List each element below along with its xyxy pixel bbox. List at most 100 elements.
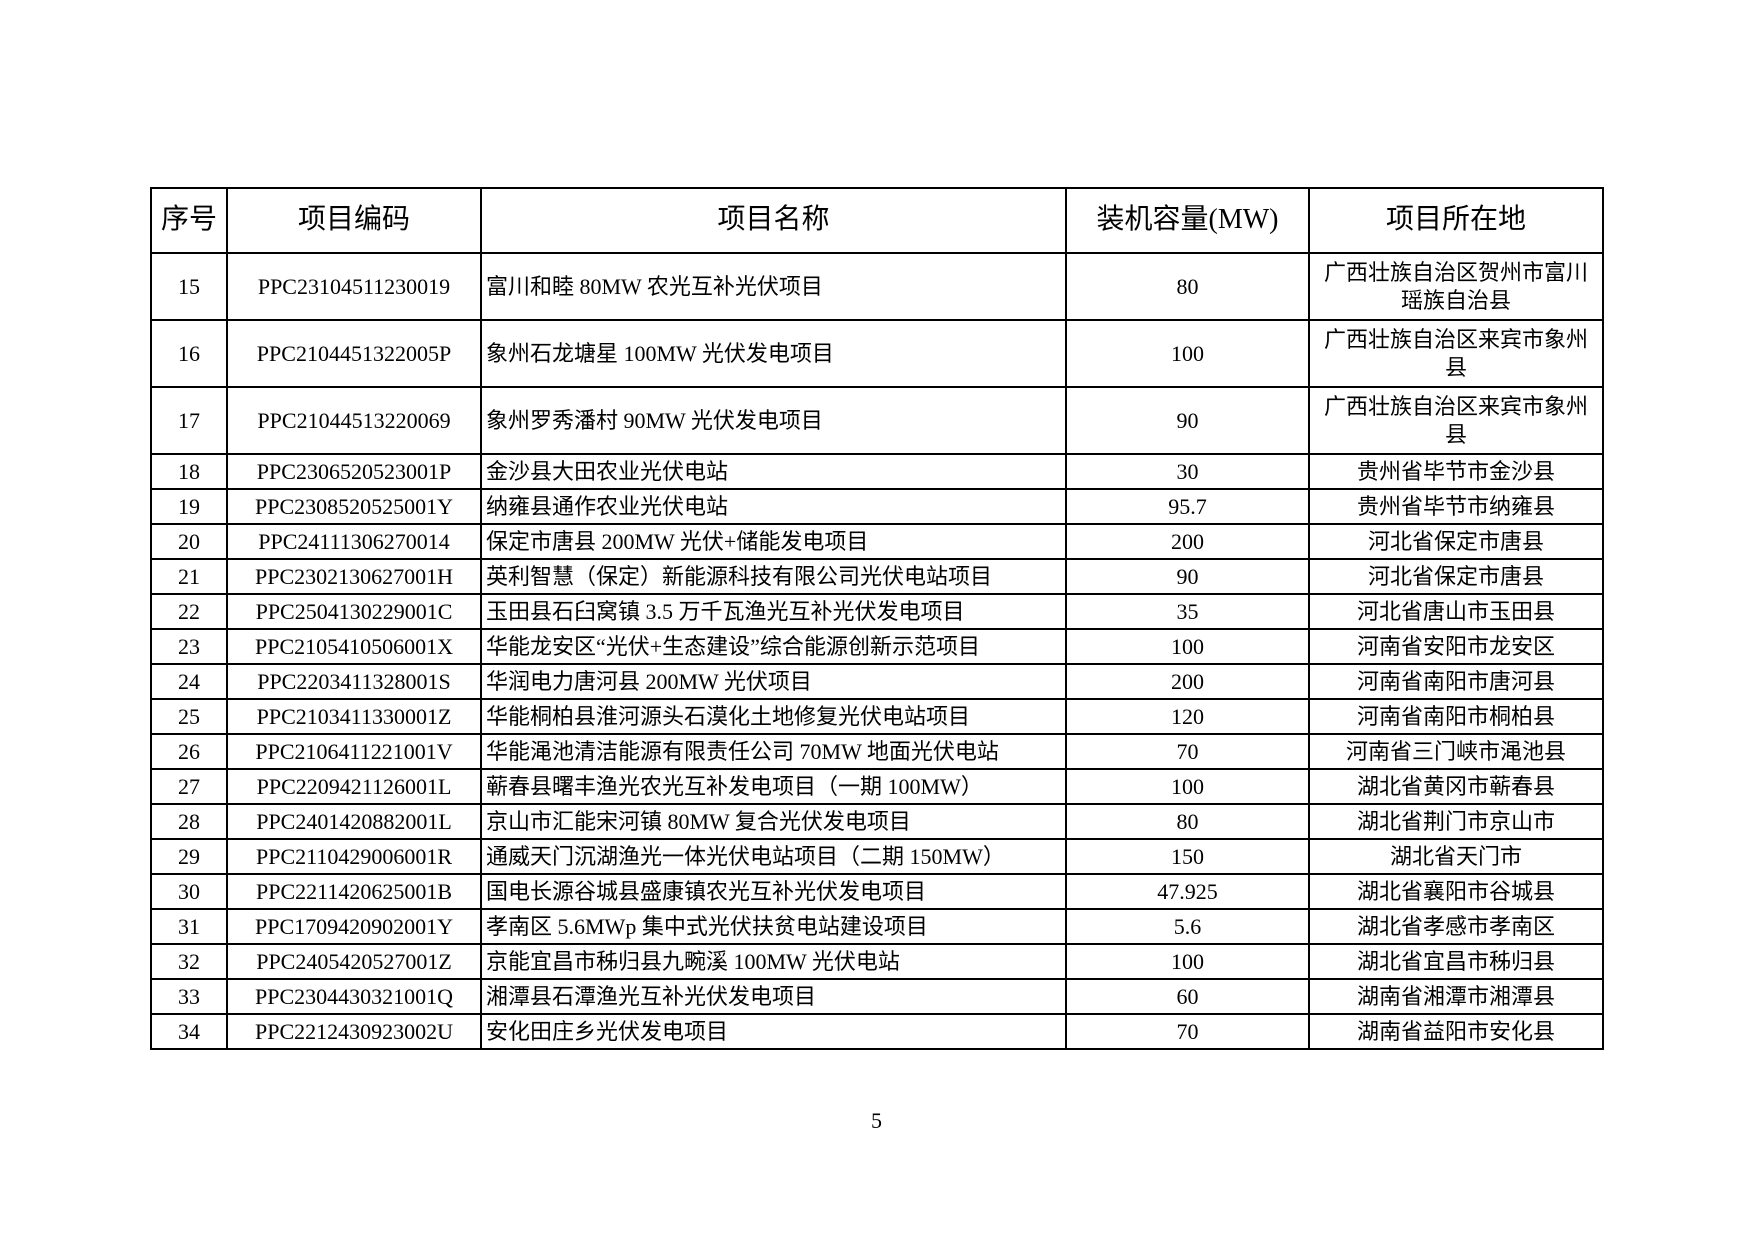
- cell-capacity: 100: [1065, 943, 1310, 980]
- table-row: 33 PPC2304430321001Q 湘潭县石潭渔光互补光伏发电项目 60 湖南省湘…: [150, 978, 1604, 1015]
- table-row: 25 PPC2103411330001Z 华能桐柏县淮河源头石漠化土地修复光伏电站项…: [150, 698, 1604, 735]
- cell-capacity: 100: [1065, 768, 1310, 805]
- pv-projects-table: 序号 项目编码 项目名称 装机容量(MW) 项目所在地 15 PPC23104511230…: [150, 187, 1604, 1050]
- cell-location: 湖北省孝感市孝南区: [1308, 908, 1604, 945]
- column-header: 序号: [150, 187, 228, 254]
- cell-name: 英利智慧（保定）新能源科技有限公司光伏电站项目: [480, 558, 1067, 595]
- column-header: 项目名称: [480, 187, 1067, 254]
- cell-location: 湖北省天门市: [1308, 838, 1604, 875]
- cell-location: 河北省保定市唐县: [1308, 523, 1604, 560]
- cell-name: 京能宜昌市秭归县九畹溪 100MW 光伏电站: [480, 943, 1067, 980]
- column-header: 项目编码: [226, 187, 482, 254]
- cell-no: 15: [150, 252, 228, 321]
- cell-no: 29: [150, 838, 228, 875]
- cell-capacity: 100: [1065, 319, 1310, 388]
- cell-name: 象州石龙塘星 100MW 光伏发电项目: [480, 319, 1067, 388]
- table-row: 24 PPC2203411328001S 华润电力唐河县 200MW 光伏项目 200…: [150, 663, 1604, 700]
- table-row: 26 PPC2106411221001V 华能渑池清洁能源有限责任公司 70MW 地…: [150, 733, 1604, 770]
- cell-no: 27: [150, 768, 228, 805]
- cell-code: PPC2104451322005P: [226, 319, 482, 388]
- cell-name: 国电长源谷城县盛康镇农光互补光伏发电项目: [480, 873, 1067, 910]
- cell-no: 34: [150, 1013, 228, 1050]
- table-row: 27 PPC2209421126001L 蕲春县曙丰渔光农光互补发电项目（一期 10…: [150, 768, 1604, 805]
- cell-location: 河南省南阳市桐柏县: [1308, 698, 1604, 735]
- cell-location: 河南省三门峡市渑池县: [1308, 733, 1604, 770]
- cell-location: 贵州省毕节市纳雍县: [1308, 488, 1604, 525]
- cell-capacity: 200: [1065, 663, 1310, 700]
- cell-capacity: 95.7: [1065, 488, 1310, 525]
- table-row: 19 PPC2308520525001Y 纳雍县通作农业光伏电站 95.7 贵州省毕节市…: [150, 488, 1604, 525]
- cell-location: 湖北省宜昌市秭归县: [1308, 943, 1604, 980]
- cell-capacity: 5.6: [1065, 908, 1310, 945]
- cell-name: 华能龙安区“光伏+生态建设”综合能源创新示范项目: [480, 628, 1067, 665]
- cell-capacity: 100: [1065, 628, 1310, 665]
- cell-capacity: 60: [1065, 978, 1310, 1015]
- cell-no: 24: [150, 663, 228, 700]
- table-row: 28 PPC2401420882001L 京山市汇能宋河镇 80MW 复合光伏发电项…: [150, 803, 1604, 840]
- cell-location: 河南省南阳市唐河县: [1308, 663, 1604, 700]
- cell-no: 20: [150, 523, 228, 560]
- cell-location: 广西壮族自治区贺州市富川瑶族自治县: [1308, 252, 1604, 321]
- cell-name: 华润电力唐河县 200MW 光伏项目: [480, 663, 1067, 700]
- cell-no: 25: [150, 698, 228, 735]
- cell-name: 华能渑池清洁能源有限责任公司 70MW 地面光伏电站: [480, 733, 1067, 770]
- cell-name: 金沙县大田农业光伏电站: [480, 453, 1067, 490]
- cell-capacity: 90: [1065, 558, 1310, 595]
- table-row: 17 PPC21044513220069 象州罗秀潘村 90MW 光伏发电项目 90 广…: [150, 386, 1604, 455]
- table-row: 16 PPC2104451322005P 象州石龙塘星 100MW 光伏发电项目 10…: [150, 319, 1604, 388]
- table-row: 29 PPC2110429006001R 通威天门沉湖渔光一体光伏电站项目（二期 1…: [150, 838, 1604, 875]
- cell-code: PPC2211420625001B: [226, 873, 482, 910]
- cell-capacity: 47.925: [1065, 873, 1310, 910]
- cell-location: 湖北省黄冈市蕲春县: [1308, 768, 1604, 805]
- cell-capacity: 90: [1065, 386, 1310, 455]
- cell-code: PPC2209421126001L: [226, 768, 482, 805]
- cell-name: 象州罗秀潘村 90MW 光伏发电项目: [480, 386, 1067, 455]
- cell-name: 富川和睦 80MW 农光互补光伏项目: [480, 252, 1067, 321]
- cell-name: 纳雍县通作农业光伏电站: [480, 488, 1067, 525]
- page-number: 5: [871, 1108, 882, 1133]
- cell-capacity: 200: [1065, 523, 1310, 560]
- table-row: 31 PPC1709420902001Y 孝南区 5.6MWp 集中式光伏扶贫电站建…: [150, 908, 1604, 945]
- cell-no: 32: [150, 943, 228, 980]
- table-row: 32 PPC2405420527001Z 京能宜昌市秭归县九畹溪 100MW 光伏电…: [150, 943, 1604, 980]
- table-row: 30 PPC2211420625001B 国电长源谷城县盛康镇农光互补光伏发电项目 4…: [150, 873, 1604, 910]
- cell-name: 湘潭县石潭渔光互补光伏发电项目: [480, 978, 1067, 1015]
- cell-no: 30: [150, 873, 228, 910]
- column-header: 装机容量(MW): [1065, 187, 1310, 254]
- cell-code: PPC24111306270014: [226, 523, 482, 560]
- cell-code: PPC2306520523001P: [226, 453, 482, 490]
- cell-name: 玉田县石臼窝镇 3.5 万千瓦渔光互补光伏发电项目: [480, 593, 1067, 630]
- cell-no: 23: [150, 628, 228, 665]
- cell-location: 河南省安阳市龙安区: [1308, 628, 1604, 665]
- cell-capacity: 120: [1065, 698, 1310, 735]
- table-row: 21 PPC2302130627001H 英利智慧（保定）新能源科技有限公司光伏电站…: [150, 558, 1604, 595]
- cell-location: 湖北省荆门市京山市: [1308, 803, 1604, 840]
- cell-code: PPC2110429006001R: [226, 838, 482, 875]
- cell-location: 广西壮族自治区来宾市象州县: [1308, 319, 1604, 388]
- table-row: 15 PPC23104511230019 富川和睦 80MW 农光互补光伏项目 80 广…: [150, 252, 1604, 321]
- table-header-row: 序号 项目编码 项目名称 装机容量(MW) 项目所在地: [150, 187, 1604, 254]
- cell-name: 通威天门沉湖渔光一体光伏电站项目（二期 150MW）: [480, 838, 1067, 875]
- cell-code: PPC2106411221001V: [226, 733, 482, 770]
- cell-code: PPC2304430321001Q: [226, 978, 482, 1015]
- table-row: 23 PPC2105410506001X 华能龙安区“光伏+生态建设”综合能源创新示…: [150, 628, 1604, 665]
- column-header: 项目所在地: [1308, 187, 1604, 254]
- cell-location: 广西壮族自治区来宾市象州县: [1308, 386, 1604, 455]
- cell-location: 湖南省湘潭市湘潭县: [1308, 978, 1604, 1015]
- cell-location: 河北省保定市唐县: [1308, 558, 1604, 595]
- cell-code: PPC2308520525001Y: [226, 488, 482, 525]
- cell-location: 湖北省襄阳市谷城县: [1308, 873, 1604, 910]
- cell-code: PPC2203411328001S: [226, 663, 482, 700]
- cell-no: 17: [150, 386, 228, 455]
- cell-capacity: 35: [1065, 593, 1310, 630]
- cell-no: 18: [150, 453, 228, 490]
- cell-capacity: 80: [1065, 252, 1310, 321]
- cell-no: 16: [150, 319, 228, 388]
- cell-no: 33: [150, 978, 228, 1015]
- cell-location: 河北省唐山市玉田县: [1308, 593, 1604, 630]
- cell-capacity: 70: [1065, 733, 1310, 770]
- cell-capacity: 70: [1065, 1013, 1310, 1050]
- cell-no: 19: [150, 488, 228, 525]
- cell-code: PPC1709420902001Y: [226, 908, 482, 945]
